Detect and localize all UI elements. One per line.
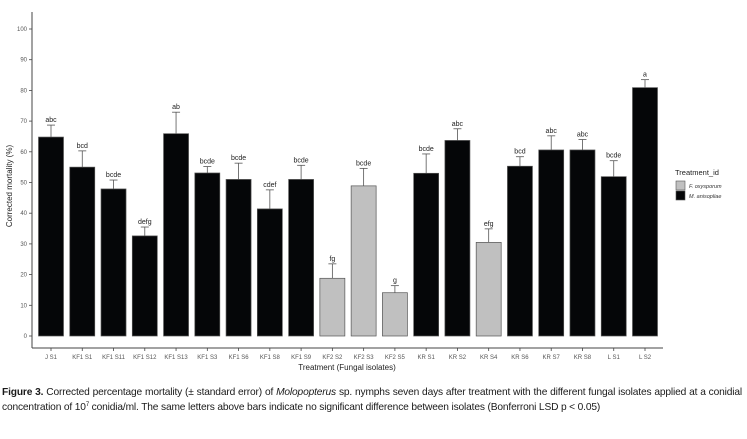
- sig-letter-kf2-s2: fg: [329, 256, 335, 263]
- sig-letter-kr-s2: abc: [452, 121, 464, 128]
- error-bars: [47, 79, 649, 293]
- y-tick-label: 90: [20, 58, 27, 64]
- y-tick-label: 20: [20, 273, 27, 279]
- x-tick-label-kf1-s9: KF1 S9: [291, 355, 312, 361]
- y-tick-label: 10: [20, 303, 27, 309]
- x-tick-label-kf1-s1: KF1 S1: [72, 355, 93, 361]
- figure-caption: Figure 3. Corrected percentage mortality…: [2, 385, 742, 415]
- bar-kr-s7: [538, 149, 565, 337]
- sig-letter-kr-s4: efg: [484, 221, 494, 228]
- bar-kr-s1: [413, 172, 440, 337]
- x-tick-label-kr-s1: KR S1: [417, 355, 435, 361]
- sig-letter-kf1-s13: ab: [172, 104, 180, 111]
- legend-swatch-f-oxysporum: [675, 180, 686, 191]
- x-tick-label-j-s1: J S1: [45, 355, 58, 361]
- x-tick-label-kf1-s12: KF1 S12: [133, 355, 157, 361]
- caption-species: Molopopterus: [276, 387, 337, 398]
- legend: Treatment_id F. oxysporum M. anisopliae: [675, 168, 722, 201]
- sig-letter-kr-s6: bcd: [514, 149, 525, 156]
- y-tick-label: 50: [20, 181, 27, 187]
- sig-letter-l-s1: bcde: [606, 153, 621, 160]
- y-tick-label: 100: [17, 27, 28, 33]
- bar-kf1-s12: [131, 235, 158, 337]
- bars: [38, 87, 658, 337]
- bar-kf1-s11: [100, 188, 127, 337]
- bar-kf2-s5: [382, 292, 408, 337]
- sig-letter-kf2-s5: g: [393, 278, 397, 285]
- bar-kf1-s1: [69, 166, 96, 337]
- y-tick-label: 80: [20, 88, 27, 94]
- caption-text-3: conidia/ml. The same letters above bars …: [89, 402, 601, 413]
- x-tick-label-kf1-s3: KF1 S3: [197, 355, 218, 361]
- caption-text-1: Corrected percentage mortality (± standa…: [43, 387, 277, 398]
- bar-kf2-s3: [350, 185, 377, 337]
- bar-kr-s6: [507, 165, 533, 337]
- y-axis-title: Corrected mortality (%): [5, 145, 14, 228]
- sig-letter-kf1-s1: bcd: [77, 143, 88, 150]
- bar-kr-s4: [475, 242, 502, 337]
- sig-letter-kf1-s11: bcde: [106, 172, 121, 179]
- sig-letter-kf2-s3: bcde: [356, 160, 371, 167]
- sig-letter-l-s2: a: [643, 72, 647, 79]
- x-tick-label-kr-s2: KR S2: [449, 355, 467, 361]
- y-tick-label: 70: [20, 119, 27, 125]
- bar-l-s1: [600, 176, 627, 337]
- sig-letter-kf1-s3: bcde: [200, 159, 215, 166]
- sig-letter-kr-s1: bcde: [419, 146, 434, 153]
- y-axis-ticks: 0 10 20 30 40 50 60 70 80 90 100: [17, 27, 32, 340]
- x-tick-label-l-s1: L S1: [608, 355, 621, 361]
- sig-letter-kf1-s8: cdef: [263, 182, 276, 189]
- x-tick-label-kr-s6: KR S6: [511, 355, 529, 361]
- bar-kr-s2: [444, 140, 471, 337]
- sig-letter-j-s1: abc: [45, 117, 57, 124]
- x-tick-label-kf1-s13: KF1 S13: [164, 355, 188, 361]
- x-axis-title: Treatment (Fungal isolates): [298, 363, 396, 372]
- x-tick-label-kf2-s3: KF2 S3: [354, 355, 375, 361]
- caption-exponent: 7: [85, 402, 89, 408]
- bar-kf1-s6: [225, 179, 252, 337]
- x-tick-label-l-s2: L S2: [639, 355, 652, 361]
- bar-kf1-s9: [288, 179, 314, 337]
- bar-kr-s8: [569, 149, 596, 337]
- legend-label-f-oxysporum: F. oxysporum: [689, 184, 722, 190]
- x-tick-label-kr-s7: KR S7: [543, 355, 561, 361]
- x-axis-ticks: J S1 KF1 S1 KF1 S11 KF1 S12 KF1 S13 KF1 S3 KF1…: [45, 348, 652, 361]
- legend-title: Treatment_id: [675, 168, 719, 177]
- bar-kf2-s2: [319, 277, 346, 337]
- sig-letter-kr-s8: abc: [577, 132, 589, 139]
- x-tick-label-kf2-s2: KF2 S2: [322, 355, 343, 361]
- legend-label-m-anisopliae: M. anisopliae: [689, 194, 721, 200]
- bar-kf1-s8: [256, 208, 283, 337]
- sig-letter-kr-s7: abc: [546, 128, 558, 135]
- bar-l-s2: [632, 87, 658, 337]
- x-tick-label-kf2-s5: KF2 S5: [385, 355, 406, 361]
- x-tick-label-kr-s4: KR S4: [480, 355, 498, 361]
- y-tick-label: 60: [20, 150, 27, 156]
- x-tick-label-kr-s8: KR S8: [574, 355, 592, 361]
- bar-chart: 0 10 20 30 40 50 60 70 80 90 100 abc bcd bcde defg ab b…: [5, 12, 722, 372]
- bar-kf1-s13: [163, 133, 189, 337]
- y-tick-label: 30: [20, 242, 27, 248]
- caption-text-2: sp. nymphs seven days after treatment wi…: [2, 387, 743, 413]
- bar-kf1-s3: [194, 172, 221, 337]
- sig-letter-kf1-s12: defg: [138, 219, 152, 226]
- caption-label: Figure 3.: [2, 387, 44, 398]
- x-tick-label-kf1-s6: KF1 S6: [229, 355, 250, 361]
- bar-j-s1: [38, 136, 64, 337]
- x-tick-label-kf1-s11: KF1 S11: [102, 355, 126, 361]
- y-tick-label: 40: [20, 211, 27, 217]
- y-tick-label: 0: [24, 334, 28, 340]
- x-tick-label-kf1-s8: KF1 S8: [260, 355, 281, 361]
- sig-letter-kf1-s6: bcde: [231, 155, 246, 162]
- legend-swatch-m-anisopliae: [675, 190, 686, 201]
- sig-letter-kf1-s9: bcde: [294, 157, 309, 164]
